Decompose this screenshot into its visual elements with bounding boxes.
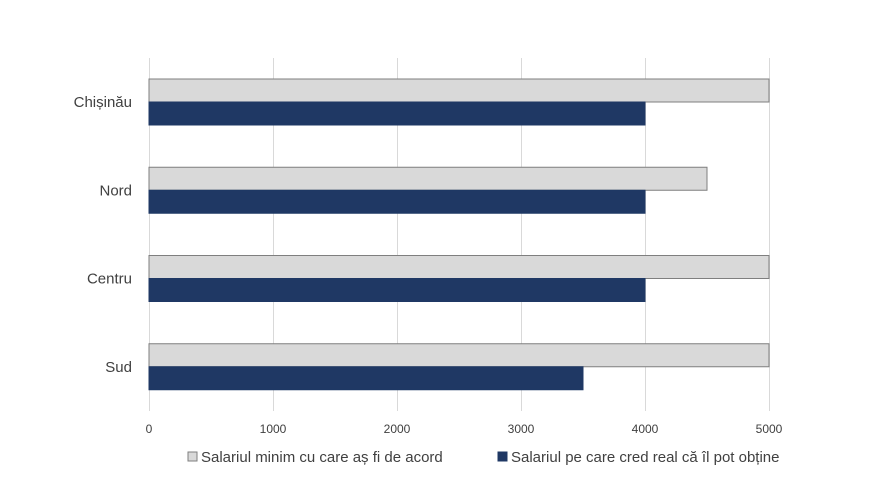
x-tick-label: 0 xyxy=(146,422,153,436)
x-tick-label: 1000 xyxy=(260,422,287,436)
category-label: Chișinău xyxy=(74,94,132,111)
bar-minimum-0 xyxy=(148,78,770,103)
bar-minimum-2 xyxy=(148,255,770,279)
bar-realistic-0 xyxy=(148,101,646,126)
bars xyxy=(148,78,770,391)
legend-swatch xyxy=(497,451,508,462)
x-tick-label: 5000 xyxy=(756,422,783,436)
bar-realistic-2 xyxy=(148,278,646,302)
x-tick-label: 3000 xyxy=(508,422,535,436)
x-tick-label: 2000 xyxy=(384,422,411,436)
bar-realistic-1 xyxy=(148,189,646,214)
legend-swatch xyxy=(187,451,198,462)
category-label: Sud xyxy=(105,359,132,376)
category-label: Nord xyxy=(99,182,132,199)
category-label: Centru xyxy=(87,271,132,288)
bar-realistic-3 xyxy=(148,366,584,391)
category-labels: Chișinău Nord Centru Sud xyxy=(74,94,132,376)
legend: Salariul minim cu care aș fi de acord Sal… xyxy=(187,449,779,466)
bar-minimum-1 xyxy=(148,166,708,191)
legend-label: Salariul minim cu care aș fi de acord xyxy=(201,449,443,466)
legend-label: Salariul pe care cred real că îl pot obț… xyxy=(511,449,779,466)
x-tick-label: 4000 xyxy=(632,422,659,436)
x-tick-labels: 0 1000 2000 3000 4000 5000 xyxy=(146,422,783,436)
bar-minimum-3 xyxy=(148,343,770,368)
